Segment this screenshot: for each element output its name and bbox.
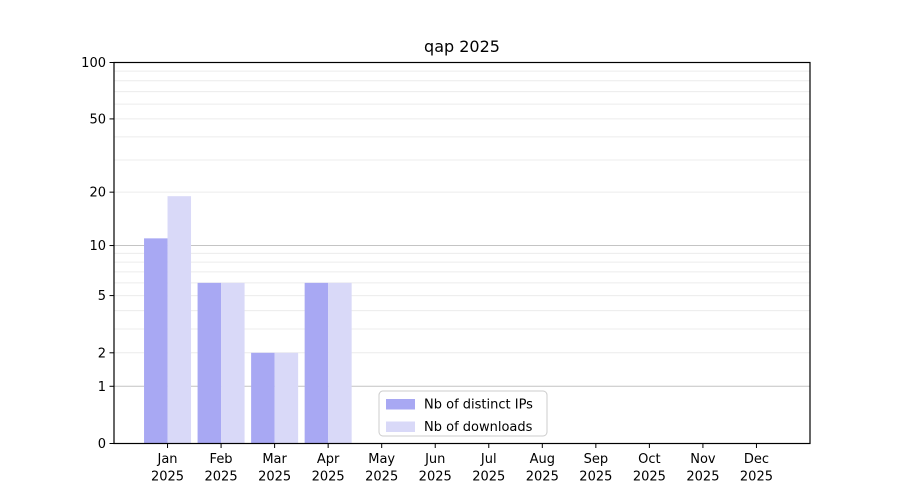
legend-box bbox=[378, 390, 548, 437]
x-tick-label-month-apr: Apr bbox=[317, 452, 340, 467]
y-tick-label-1: 1 bbox=[98, 380, 106, 395]
x-tick-label-year-sep: 2025 bbox=[579, 470, 612, 485]
x-tick-label-year-feb: 2025 bbox=[205, 470, 238, 485]
x-tick-label-year-apr: 2025 bbox=[312, 470, 345, 485]
y-tick-label-100: 100 bbox=[81, 56, 106, 71]
y-tick-label-0: 0 bbox=[98, 437, 106, 452]
y-tick-label-5: 5 bbox=[98, 289, 106, 304]
bar-nb-of-distinct-ips-jan bbox=[144, 238, 168, 444]
bar-nb-of-downloads-mar bbox=[274, 352, 299, 444]
plot-border bbox=[113, 61, 811, 445]
y-tick-label-2: 2 bbox=[98, 346, 106, 361]
bar-nb-of-distinct-ips-feb bbox=[197, 282, 222, 444]
bar-nb-of-downloads-feb bbox=[221, 282, 245, 444]
legend-swatch-nb-of-distinct-ips bbox=[386, 399, 415, 410]
legend-label-nb-of-distinct-ips: Nb of distinct IPs bbox=[424, 398, 533, 413]
x-tick-label-month-may: May bbox=[368, 452, 395, 467]
x-tick-label-year-jul: 2025 bbox=[472, 470, 505, 485]
x-tick-label-year-mar: 2025 bbox=[258, 470, 291, 485]
x-tick-label-month-jun: Jun bbox=[424, 452, 445, 467]
legend-label-nb-of-downloads: Nb of downloads bbox=[424, 420, 533, 435]
x-tick-label-month-nov: Nov bbox=[690, 452, 716, 467]
legend-swatch-nb-of-downloads bbox=[386, 421, 415, 432]
x-tick-label-month-jan: Jan bbox=[157, 452, 178, 467]
x-tick-label-year-nov: 2025 bbox=[686, 470, 719, 485]
x-tick-label-year-may: 2025 bbox=[365, 470, 398, 485]
x-tick-label-year-dec: 2025 bbox=[740, 470, 773, 485]
bar-nb-of-distinct-ips-apr bbox=[304, 282, 329, 444]
x-tick-label-year-jun: 2025 bbox=[419, 470, 452, 485]
y-tick-label-10: 10 bbox=[89, 239, 106, 254]
x-tick-label-year-aug: 2025 bbox=[526, 470, 559, 485]
x-tick-label-month-dec: Dec bbox=[744, 452, 769, 467]
bar-nb-of-distinct-ips-mar bbox=[251, 352, 275, 444]
x-tick-label-month-aug: Aug bbox=[530, 452, 555, 467]
x-tick-label-month-sep: Sep bbox=[584, 452, 609, 467]
x-tick-label-month-mar: Mar bbox=[262, 452, 287, 467]
chart-title: qap 2025 bbox=[424, 37, 500, 56]
x-tick-label-year-jan: 2025 bbox=[151, 470, 184, 485]
x-tick-label-month-feb: Feb bbox=[210, 452, 233, 467]
y-tick-label-50: 50 bbox=[89, 112, 106, 127]
bar-nb-of-downloads-apr bbox=[328, 282, 352, 444]
x-tick-label-month-jul: Jul bbox=[480, 452, 497, 467]
x-tick-label-year-oct: 2025 bbox=[633, 470, 666, 485]
x-tick-label-month-oct: Oct bbox=[638, 452, 660, 467]
y-tick-label-20: 20 bbox=[89, 186, 106, 201]
bar-nb-of-downloads-jan bbox=[167, 196, 192, 444]
